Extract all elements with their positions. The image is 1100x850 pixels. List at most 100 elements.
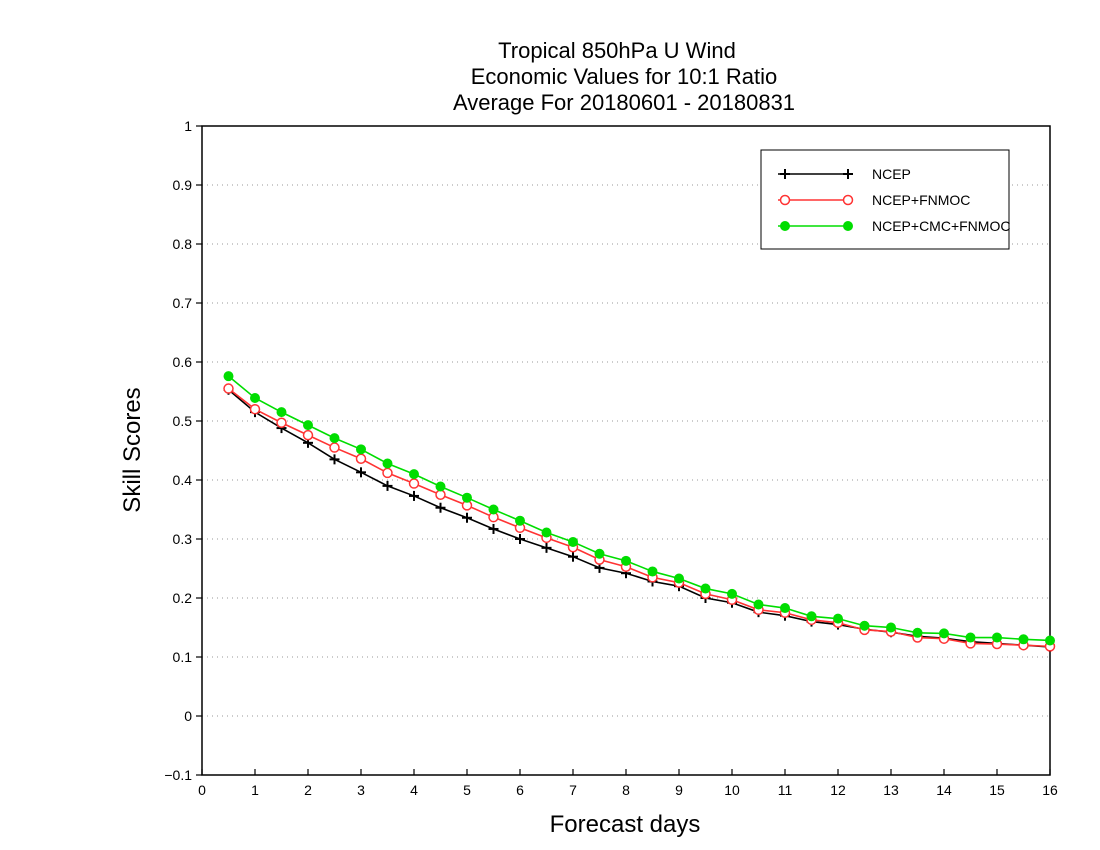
x-tick-label: 5: [463, 782, 471, 798]
y-axis-label: Skill Scores: [119, 387, 146, 512]
x-tick-label: 15: [989, 782, 1005, 798]
x-tick-label: 13: [883, 782, 899, 798]
data-point: [541, 542, 552, 553]
y-tick-label: 0.2: [173, 590, 193, 606]
data-point: [806, 611, 817, 622]
data-point: [462, 512, 472, 523]
x-tick-label: 6: [516, 782, 524, 798]
data-point: [488, 504, 499, 515]
data-point: [408, 478, 420, 489]
data-point: [515, 534, 525, 544]
x-tick-label: 9: [675, 782, 683, 798]
series-ncep: [223, 384, 1055, 652]
data-point: [462, 492, 472, 503]
data-point: [355, 453, 367, 465]
data-point: [886, 622, 896, 633]
legend-item: NCEP+FNMOC: [778, 192, 970, 208]
x-tick-label: 14: [936, 782, 952, 798]
data-point: [329, 442, 340, 453]
data-point: [674, 573, 684, 584]
data-point: [329, 433, 340, 444]
title-line-2: Economic Values for 10:1 Ratio: [471, 64, 778, 89]
y-tick-label: 0.8: [173, 236, 193, 252]
data-point: [700, 583, 711, 594]
data-point: [249, 403, 261, 415]
y-tick-label: 0.1: [173, 649, 193, 665]
series-line: [227, 389, 1051, 648]
x-tick-label: 7: [569, 782, 577, 798]
data-point: [779, 194, 791, 206]
data-point: [223, 383, 234, 394]
series: [223, 371, 1056, 652]
y-tick-label: 0.7: [173, 295, 193, 311]
data-point: [223, 371, 234, 382]
data-point: [1045, 635, 1055, 646]
data-point: [859, 620, 870, 631]
data-point: [780, 603, 790, 614]
data-point: [382, 467, 393, 479]
data-point: [992, 632, 1002, 643]
x-tick-label: 10: [724, 782, 740, 798]
data-point: [780, 221, 790, 231]
y-tick-label: 0.3: [173, 531, 193, 547]
series-line: [228, 387, 1051, 648]
data-point: [435, 481, 446, 492]
series-line: [227, 375, 1051, 642]
data-point: [780, 169, 790, 179]
data-point: [329, 454, 340, 465]
data-point: [303, 420, 313, 431]
data-point: [302, 429, 314, 441]
data-point: [965, 632, 976, 643]
series-ncep-fnmoc: [223, 383, 1056, 652]
data-point: [753, 599, 764, 610]
data-point: [1018, 634, 1029, 645]
data-point: [939, 628, 949, 639]
title-line-1: Tropical 850hPa U Wind: [498, 38, 736, 63]
x-tick-label: 2: [304, 782, 312, 798]
data-point: [843, 169, 853, 179]
series-ncep-cmc-fnmoc: [223, 371, 1055, 646]
data-point: [356, 467, 366, 478]
legend: NCEP NCEP+FNMOC NCEP+CMC+FNMOC: [760, 149, 1010, 250]
data-point: [594, 548, 605, 559]
legend-item: NCEP: [778, 166, 911, 182]
y-tick-label: 0.5: [173, 413, 193, 429]
data-point: [250, 392, 260, 403]
data-point: [727, 588, 737, 599]
legend-label: NCEP+FNMOC: [872, 192, 970, 208]
y-tick-label: −0.1: [164, 767, 192, 783]
data-point: [515, 515, 525, 526]
x-tick-label: 16: [1042, 782, 1058, 798]
legend-item: NCEP+CMC+FNMOC: [778, 218, 1010, 234]
data-point: [568, 551, 578, 562]
data-point: [541, 527, 552, 538]
data-point: [833, 613, 843, 624]
data-point: [276, 407, 287, 418]
x-tick-label: 12: [830, 782, 846, 798]
x-tick-label: 4: [410, 782, 418, 798]
y-tick-label: 0.6: [173, 354, 193, 370]
data-point: [382, 458, 393, 469]
x-tick-label: 8: [622, 782, 630, 798]
data-point: [568, 536, 578, 547]
legend-label: NCEP: [872, 166, 911, 182]
data-point: [409, 469, 419, 480]
data-point: [435, 489, 446, 500]
data-point: [409, 490, 419, 501]
y-tick-label: 0.9: [173, 177, 193, 193]
x-tick-label: 0: [198, 782, 206, 798]
data-point: [356, 444, 366, 455]
data-point: [435, 502, 446, 513]
data-point: [912, 627, 923, 638]
y-tick-label: 0.4: [173, 472, 193, 488]
x-tick-label: 11: [778, 782, 793, 798]
x-tick-label: 1: [251, 782, 259, 798]
data-point: [621, 555, 631, 566]
data-point: [488, 523, 499, 534]
legend-label: NCEP+CMC+FNMOC: [872, 218, 1010, 234]
x-axis: 0 1 2 3 4 5 6 7 8 9 10 11 12 13 14 15 16: [198, 769, 1058, 798]
data-point: [276, 417, 287, 429]
chart-title: Tropical 850hPa U Wind Economic Values f…: [453, 38, 795, 115]
y-axis: −0.1 0 0.1 0.2 0.3 0.4 0.5 0.6 0.7 0.8 0.9 1: [164, 118, 202, 783]
